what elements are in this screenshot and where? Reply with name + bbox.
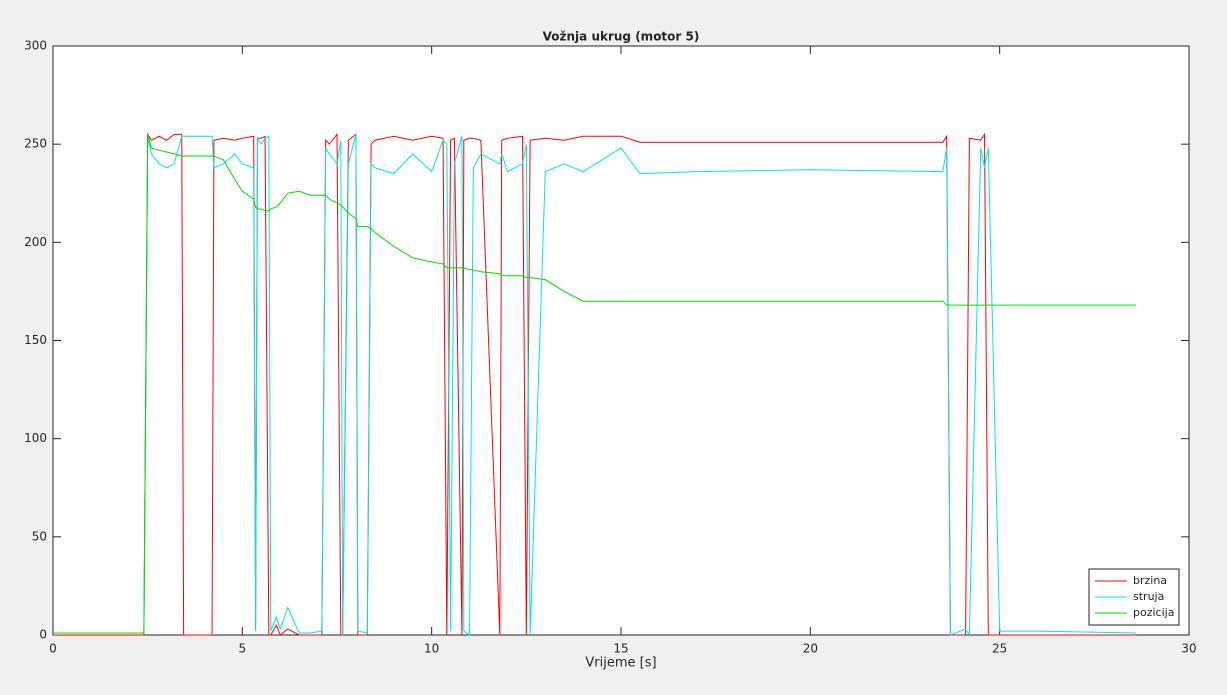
legend-label: brzina xyxy=(1133,574,1167,587)
y-tick-label: 200 xyxy=(24,235,47,249)
plot-area xyxy=(52,45,1190,636)
x-tick-label: 5 xyxy=(239,642,247,656)
x-tick-label: 20 xyxy=(803,642,818,656)
y-tick-label: 250 xyxy=(24,137,47,151)
x-tick-label: 25 xyxy=(992,642,1007,656)
legend-label: pozicija xyxy=(1133,606,1174,619)
series-line xyxy=(53,134,1136,637)
chart-title: Vožnja ukrug (motor 5) xyxy=(543,30,700,44)
y-tick-label: 300 xyxy=(24,39,47,53)
series-line xyxy=(53,132,1136,636)
x-axis-label: Vrijeme [s] xyxy=(585,656,656,671)
y-tick-label: 0 xyxy=(39,628,47,642)
y-tick-label: 150 xyxy=(24,333,47,347)
y-tick-label: 100 xyxy=(24,431,47,445)
y-tick-label: 50 xyxy=(32,529,47,543)
legend-label: struja xyxy=(1133,590,1164,603)
x-tick-label: 0 xyxy=(49,642,57,656)
x-tick-label: 10 xyxy=(424,642,439,656)
x-tick-label: 30 xyxy=(1181,642,1196,656)
series-line xyxy=(53,134,1136,634)
x-tick-label: 15 xyxy=(613,642,628,656)
